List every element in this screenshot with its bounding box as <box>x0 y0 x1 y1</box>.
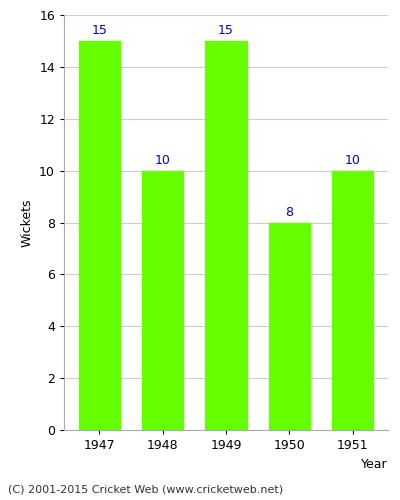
Text: 10: 10 <box>155 154 170 166</box>
Bar <box>269 222 310 430</box>
Bar <box>79 41 120 430</box>
Bar <box>332 170 373 430</box>
Text: 8: 8 <box>285 206 293 218</box>
Text: 10: 10 <box>345 154 361 166</box>
Text: (C) 2001-2015 Cricket Web (www.cricketweb.net): (C) 2001-2015 Cricket Web (www.cricketwe… <box>8 485 283 495</box>
Bar <box>142 170 183 430</box>
Bar <box>206 41 246 430</box>
Text: 15: 15 <box>218 24 234 37</box>
X-axis label: Year: Year <box>361 458 388 470</box>
Y-axis label: Wickets: Wickets <box>20 198 34 246</box>
Text: 15: 15 <box>91 24 107 37</box>
